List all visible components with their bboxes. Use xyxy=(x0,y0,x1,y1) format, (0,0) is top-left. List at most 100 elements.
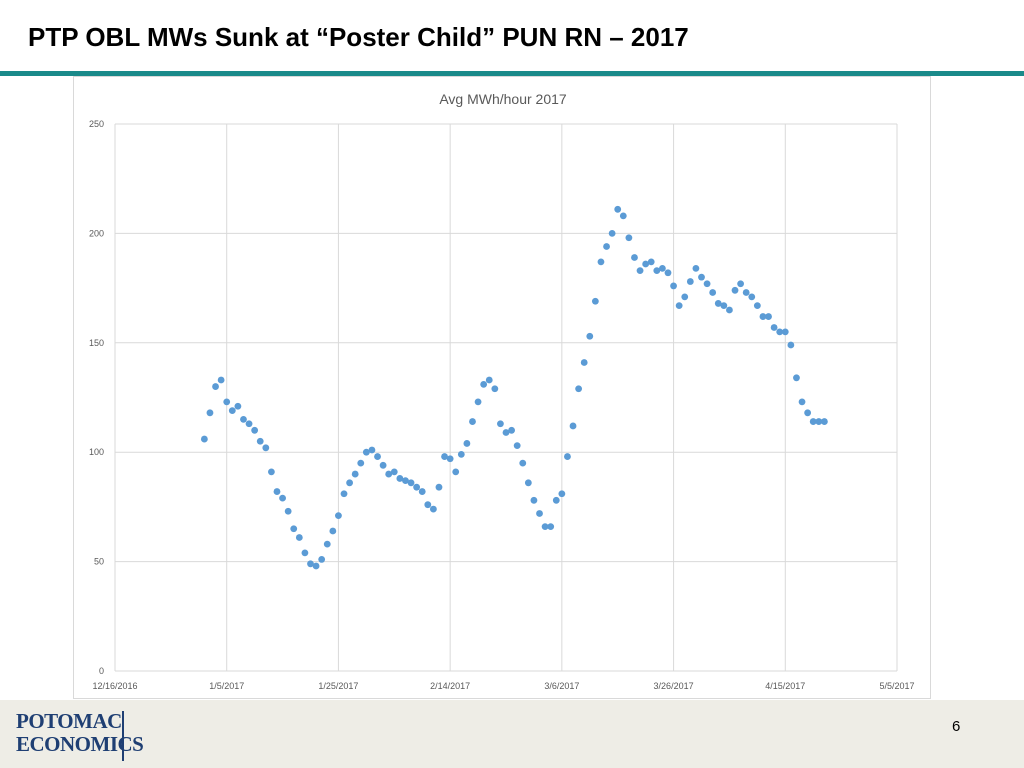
data-point xyxy=(469,418,476,425)
data-point xyxy=(217,376,225,384)
data-point xyxy=(776,328,784,336)
data-point xyxy=(547,523,555,530)
data-point xyxy=(307,560,314,568)
data-point xyxy=(524,479,532,487)
data-point xyxy=(407,479,415,487)
data-point xyxy=(429,505,437,513)
data-point xyxy=(251,426,259,434)
data-point xyxy=(513,442,521,450)
data-point xyxy=(497,420,504,428)
data-point xyxy=(402,477,409,485)
data-point xyxy=(491,385,499,393)
data-point xyxy=(279,494,286,502)
data-point xyxy=(441,453,448,460)
data-point xyxy=(424,501,432,509)
data-point xyxy=(742,289,750,296)
data-point xyxy=(591,297,599,305)
data-point xyxy=(335,512,342,520)
data-point xyxy=(720,302,728,310)
y-tick-label: 100 xyxy=(89,447,104,457)
data-point xyxy=(692,265,700,272)
data-point xyxy=(312,562,320,570)
y-tick-label: 150 xyxy=(89,338,104,348)
y-tick-label: 0 xyxy=(99,666,104,676)
x-tick-label: 1/25/2017 xyxy=(318,681,358,691)
data-point xyxy=(759,313,767,320)
data-point xyxy=(212,383,219,390)
data-point xyxy=(714,300,722,307)
data-point xyxy=(798,398,806,406)
data-point xyxy=(770,324,778,331)
data-point xyxy=(631,254,638,261)
data-point xyxy=(268,468,275,476)
potomac-economics-logo: POTOMAC ECONOMICS xyxy=(16,710,144,762)
data-point xyxy=(698,273,705,281)
data-point xyxy=(530,496,538,504)
data-point xyxy=(301,549,309,557)
data-point xyxy=(446,455,454,463)
data-point xyxy=(564,453,571,460)
data-point xyxy=(647,258,655,266)
data-point xyxy=(787,341,795,349)
data-point xyxy=(457,450,465,458)
data-point xyxy=(603,243,610,250)
chart-frame: Avg MWh/hour 2017 0 50 100 150 200 250 12/16/… xyxy=(73,76,931,699)
data-point xyxy=(558,490,566,498)
data-point xyxy=(240,415,247,423)
data-point xyxy=(642,260,650,268)
data-point xyxy=(586,332,594,340)
logo-line-2: ECONOMICS xyxy=(16,732,144,756)
data-point xyxy=(200,435,208,443)
data-point xyxy=(340,490,348,498)
data-point xyxy=(625,234,633,242)
data-point xyxy=(608,230,616,237)
scatter-chart: Avg MWh/hour 2017 0 50 100 150 200 250 12/16/… xyxy=(89,91,915,691)
data-point xyxy=(502,429,510,436)
x-tick-label: 1/5/2017 xyxy=(209,681,244,691)
data-point xyxy=(726,306,733,314)
page-number: 6 xyxy=(952,718,961,735)
y-tick-label: 250 xyxy=(89,119,104,129)
data-point xyxy=(597,258,605,266)
data-point xyxy=(485,376,493,384)
data-point xyxy=(653,267,661,274)
data-point xyxy=(508,426,515,434)
data-point xyxy=(390,468,398,476)
data-point xyxy=(575,385,583,393)
data-point xyxy=(748,293,756,301)
data-point xyxy=(753,302,761,310)
footer-band xyxy=(0,700,1024,768)
data-point xyxy=(295,534,303,541)
x-tick-label: 4/15/2017 xyxy=(765,681,805,691)
y-tick-label: 200 xyxy=(89,228,104,238)
y-tick-label: 50 xyxy=(94,557,104,567)
slide-title: PTP OBL MWs Sunk at “Poster Child” PUN R… xyxy=(28,22,689,52)
data-point xyxy=(820,418,828,425)
data-point xyxy=(804,409,812,417)
data-point xyxy=(346,479,353,487)
data-point xyxy=(636,267,644,274)
data-point xyxy=(703,280,711,288)
chart-title: Avg MWh/hour 2017 xyxy=(439,91,567,107)
data-point xyxy=(519,459,527,467)
data-point xyxy=(223,398,231,406)
data-point xyxy=(737,280,744,288)
data-point xyxy=(290,525,298,533)
data-point xyxy=(681,293,689,301)
data-point xyxy=(245,420,253,428)
data-point xyxy=(379,461,387,469)
data-point xyxy=(374,453,381,460)
data-point xyxy=(396,475,404,482)
data-point xyxy=(234,402,242,410)
x-tick-label: 3/26/2017 xyxy=(654,681,694,691)
data-point xyxy=(318,556,326,563)
data-point xyxy=(569,422,577,430)
data-point xyxy=(329,527,337,535)
data-point xyxy=(793,374,800,382)
data-point xyxy=(541,523,549,530)
data-point xyxy=(536,510,543,517)
data-point xyxy=(323,540,331,548)
data-point xyxy=(670,282,677,290)
data-point xyxy=(463,440,471,447)
data-point xyxy=(262,444,270,452)
